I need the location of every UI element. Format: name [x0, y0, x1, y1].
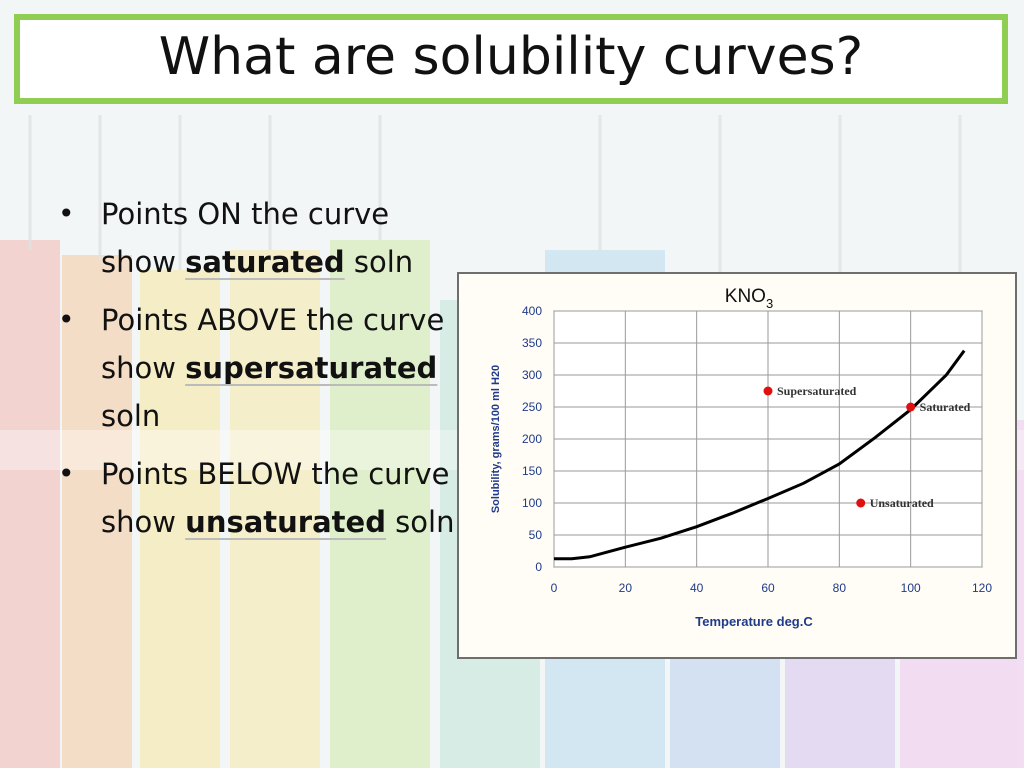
- bullet-text: soln: [385, 505, 455, 539]
- bullet-text: Points ABOVE the curve show: [101, 303, 445, 385]
- bullet-text: Points ON the curve show: [101, 197, 390, 279]
- chart-points: Supersaturated Saturated Unsaturated: [763, 384, 971, 510]
- data-point: [856, 498, 866, 508]
- bullet-text: soln: [101, 399, 161, 433]
- solubility-chart: KNO3 0 50 100 150 200 250 300 350 400 0 20 40 60 80 1…: [457, 272, 1017, 659]
- chart-grid: [553, 310, 983, 568]
- point-label: Saturated: [920, 400, 971, 414]
- bullet-keyword: supersaturated: [185, 351, 438, 385]
- y-axis-ticks: 0 50 100 150 200 250 300 350 400: [522, 304, 542, 574]
- x-tick-label: 20: [619, 581, 633, 595]
- x-tick-label: 80: [833, 581, 847, 595]
- x-axis-label: Temperature deg.C: [695, 614, 813, 629]
- bullet-item: • Points ON the curve show saturated sol…: [58, 190, 458, 286]
- bullet-dot-icon: •: [58, 197, 75, 230]
- y-tick-label: 200: [522, 432, 542, 446]
- y-axis-label: Solubility, grams/100 ml H20: [490, 365, 502, 513]
- x-tick-label: 60: [761, 581, 775, 595]
- bullet-text: soln: [344, 245, 414, 279]
- bullet-item: • Points BELOW the curve show unsaturate…: [58, 450, 458, 546]
- y-tick-label: 150: [522, 464, 542, 478]
- title-box: What are solubility curves?: [14, 14, 1008, 104]
- bullet-item: • Points ABOVE the curve show supersatur…: [58, 296, 458, 440]
- chart-title: KNO3: [725, 286, 773, 311]
- data-point: [906, 402, 916, 412]
- y-tick-label: 50: [529, 528, 543, 542]
- y-tick-label: 0: [535, 560, 542, 574]
- point-label: Unsaturated: [870, 496, 934, 510]
- y-tick-label: 400: [522, 304, 542, 318]
- x-tick-label: 0: [551, 581, 558, 595]
- y-tick-label: 350: [522, 336, 542, 350]
- bullet-keyword: unsaturated: [185, 505, 386, 539]
- x-tick-label: 40: [690, 581, 704, 595]
- point-label: Supersaturated: [777, 384, 857, 398]
- solubility-curve: [554, 349, 966, 561]
- y-tick-label: 250: [522, 400, 542, 414]
- slide-title: What are solubility curves?: [158, 27, 864, 87]
- bullet-dot-icon: •: [58, 457, 75, 490]
- bullet-keyword: saturated: [185, 245, 345, 279]
- bullet-list: • Points ON the curve show saturated sol…: [58, 190, 458, 556]
- y-tick-label: 100: [522, 496, 542, 510]
- y-tick-label: 300: [522, 368, 542, 382]
- x-tick-label: 120: [972, 581, 992, 595]
- bullet-dot-icon: •: [58, 303, 75, 336]
- data-point: [763, 386, 773, 396]
- bullet-text: Points BELOW the curve show: [101, 457, 450, 539]
- x-tick-label: 100: [901, 581, 921, 595]
- chart-svg: KNO3 0 50 100 150 200 250 300 350 400 0 20 40 60 80 1…: [490, 286, 993, 629]
- x-axis-ticks: 0 20 40 60 80 100 120: [551, 581, 993, 595]
